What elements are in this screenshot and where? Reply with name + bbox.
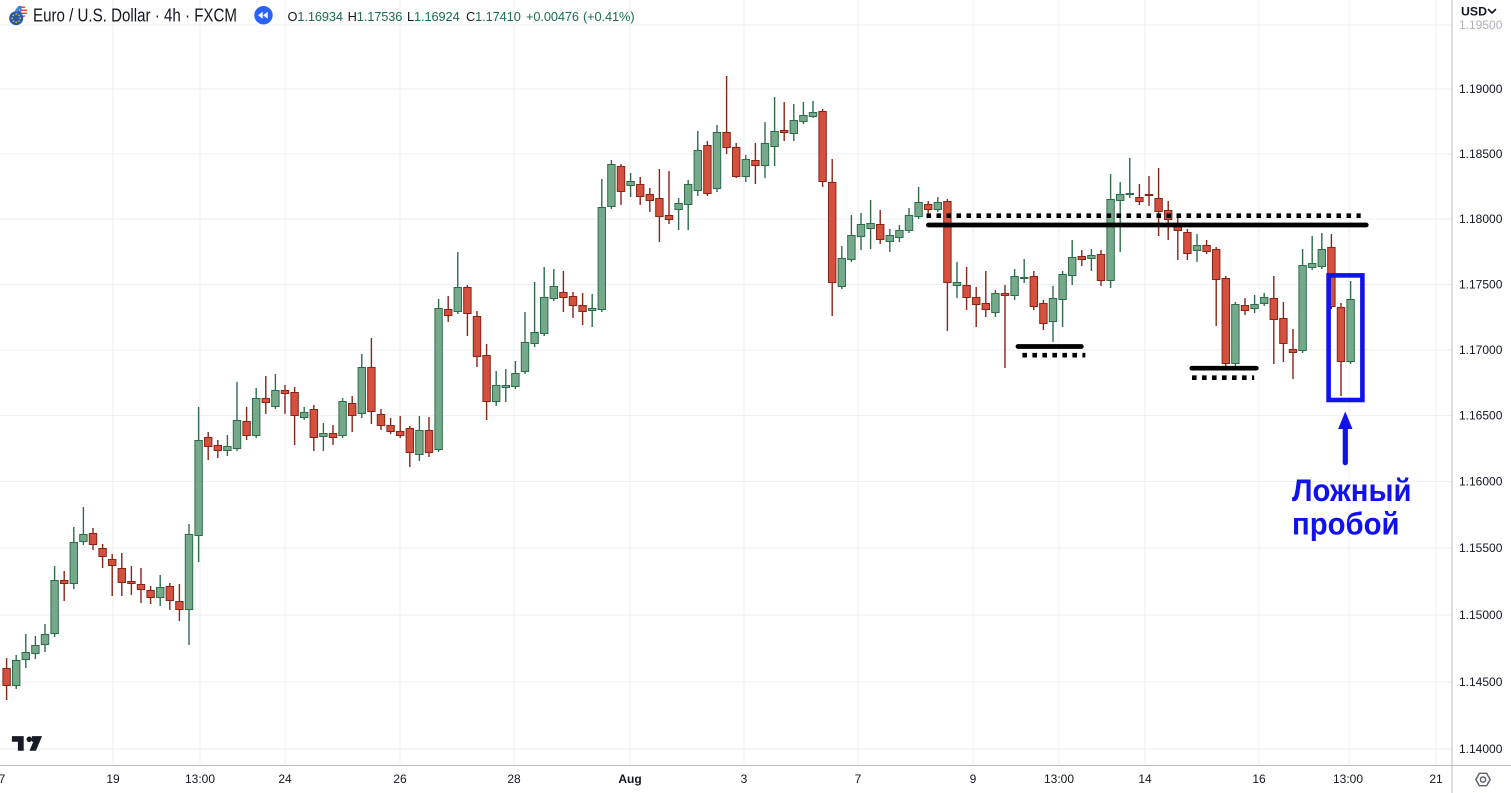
svg-text:14: 14: [1138, 772, 1152, 786]
svg-text:1.18500: 1.18500: [1459, 147, 1503, 161]
svg-text:1.19000: 1.19000: [1459, 82, 1503, 96]
svg-text:9: 9: [970, 772, 977, 786]
svg-text:пробой: пробой: [1292, 506, 1400, 542]
svg-text:1.15500: 1.15500: [1459, 541, 1503, 555]
svg-text:Euro / U.S. Dollar · 4h · FXCM: Euro / U.S. Dollar · 4h · FXCM: [33, 5, 237, 26]
svg-text:USD: USD: [1461, 4, 1487, 18]
svg-text:24: 24: [278, 772, 292, 786]
svg-text:1.16000: 1.16000: [1459, 475, 1503, 489]
svg-text:7: 7: [855, 772, 862, 786]
svg-text:3: 3: [741, 772, 748, 786]
svg-text:13:00: 13:00: [1044, 772, 1074, 786]
svg-text:1.15000: 1.15000: [1459, 608, 1503, 622]
svg-text:Ложный: Ложный: [1292, 472, 1412, 508]
svg-text:1.14000: 1.14000: [1459, 742, 1503, 756]
svg-text:7: 7: [0, 772, 6, 786]
svg-text:13:00: 13:00: [185, 772, 215, 786]
svg-text:19: 19: [106, 772, 120, 786]
svg-text:Aug: Aug: [618, 772, 641, 786]
svg-text:21: 21: [1429, 772, 1443, 786]
svg-text:13:00: 13:00: [1333, 772, 1363, 786]
svg-text:1.16500: 1.16500: [1459, 409, 1503, 423]
svg-text:1.18000: 1.18000: [1459, 212, 1503, 226]
svg-text:1.17500: 1.17500: [1459, 278, 1503, 292]
svg-text:16: 16: [1252, 772, 1266, 786]
svg-text:28: 28: [507, 772, 521, 786]
svg-text:1.17000: 1.17000: [1459, 343, 1503, 357]
svg-text:1.19500: 1.19500: [1459, 18, 1503, 32]
svg-text:26: 26: [393, 772, 407, 786]
svg-text:1.14500: 1.14500: [1459, 675, 1503, 689]
